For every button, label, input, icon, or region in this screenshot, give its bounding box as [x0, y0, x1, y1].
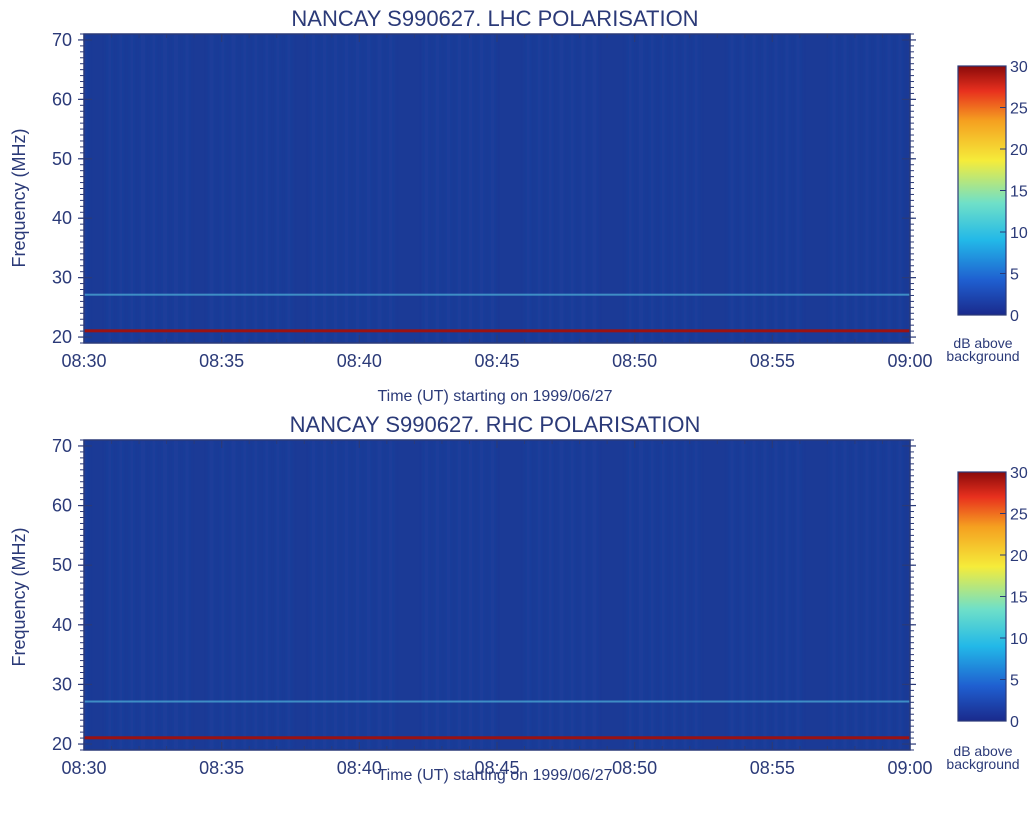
- x-tick-label: 09:00: [887, 758, 932, 778]
- colorbar: 0 5 10 15 20 25 30: [957, 465, 1028, 731]
- colorbar: 0 5 10 15 20 25 30: [957, 59, 1028, 325]
- y-tick-label: 50: [52, 555, 72, 575]
- y-tick-label: 60: [52, 89, 72, 109]
- x-tick-label: 09:00: [887, 351, 932, 371]
- colorbar-ramp: [957, 65, 1007, 316]
- x-tick-label: 08:40: [337, 351, 382, 371]
- x-axis-label: Time (UT) starting on 1999/06/27: [377, 767, 612, 784]
- axes: 08:30 08:35 08:40 08:45 08:50 08:55 09:00 20 30 4…: [52, 30, 933, 371]
- x-tick-label: 08:50: [612, 758, 657, 778]
- y-tick-label: 70: [52, 30, 72, 50]
- spectrogram-image: [84, 34, 910, 343]
- x-tick-label: 08:35: [199, 758, 244, 778]
- lhc-panel: NANCAY S990627. LHC POLARISATION 08:30 08…: [9, 6, 1028, 405]
- y-axis-label: Frequency (MHz): [9, 128, 29, 267]
- x-tick-label: 08:55: [750, 351, 795, 371]
- rhc-panel: NANCAY S990627. RHC POLARISATION 08:30 08…: [9, 412, 1028, 784]
- x-tick-label: 08:40: [337, 758, 382, 778]
- colorbar-label-line1: dB above: [953, 335, 1012, 351]
- y-tick-label: 40: [52, 208, 72, 228]
- colorbar-tick-label: 20: [1010, 548, 1028, 565]
- y-tick-label: 30: [52, 674, 72, 694]
- colorbar-label-line2: background: [946, 756, 1019, 772]
- colorbar-tick-label: 10: [1010, 631, 1028, 648]
- colorbar-tick-label: 5: [1010, 267, 1019, 284]
- y-tick-label: 60: [52, 496, 72, 516]
- colorbar-tick-label: 25: [1010, 101, 1028, 118]
- colorbar-tick-label: 5: [1010, 673, 1019, 690]
- colorbar-tick-label: 20: [1010, 142, 1028, 159]
- colorbar-tick-label: 10: [1010, 225, 1028, 242]
- heatmap-area: [84, 440, 910, 750]
- panel-title: NANCAY S990627. LHC POLARISATION: [291, 6, 698, 31]
- x-tick-label: 08:45: [474, 351, 519, 371]
- colorbar-tick-label: 30: [1010, 465, 1028, 482]
- x-tick-label: 08:50: [612, 351, 657, 371]
- colorbar-tick-label: 0: [1010, 308, 1019, 325]
- x-tick-label: 08:55: [750, 758, 795, 778]
- y-axis-label: Frequency (MHz): [9, 527, 29, 666]
- panel-title: NANCAY S990627. RHC POLARISATION: [290, 412, 701, 437]
- y-tick-label: 50: [52, 149, 72, 169]
- y-tick-label: 20: [52, 734, 72, 754]
- colorbar-tick-label: 15: [1010, 184, 1028, 201]
- colorbar-label-line2: background: [946, 348, 1019, 364]
- x-axis-label: Time (UT) starting on 1999/06/27: [377, 388, 612, 405]
- x-tick-label: 08:35: [199, 351, 244, 371]
- y-tick-label: 70: [52, 436, 72, 456]
- spectrogram-image: [84, 440, 910, 750]
- y-tick-label: 30: [52, 268, 72, 288]
- axes: 08:30 08:35 08:40 08:45 08:50 08:55 09:00 20 30 4…: [52, 436, 933, 778]
- colorbar-label-line1: dB above: [953, 743, 1012, 759]
- x-tick-label: 08:30: [61, 758, 106, 778]
- x-tick-label: 08:30: [61, 351, 106, 371]
- y-tick-label: 40: [52, 615, 72, 635]
- colorbar-tick-label: 30: [1010, 59, 1028, 76]
- heatmap-area: [84, 34, 910, 343]
- x-tick-label: 08:45: [474, 758, 519, 778]
- colorbar-tick-label: 0: [1010, 714, 1019, 731]
- y-tick-label: 20: [52, 327, 72, 347]
- colorbar-tick-label: 15: [1010, 590, 1028, 607]
- colorbar-ramp: [957, 471, 1007, 722]
- colorbar-tick-label: 25: [1010, 507, 1028, 524]
